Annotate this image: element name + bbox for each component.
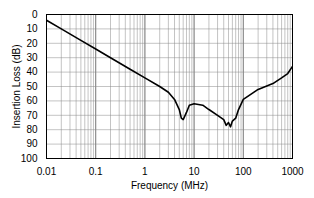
- svg-text:0: 0: [32, 9, 38, 20]
- svg-text:0.1: 0.1: [89, 166, 103, 177]
- svg-text:30: 30: [26, 52, 38, 63]
- svg-text:90: 90: [26, 138, 38, 149]
- svg-text:80: 80: [26, 124, 38, 135]
- svg-text:60: 60: [26, 95, 38, 106]
- svg-text:1000: 1000: [281, 166, 304, 177]
- svg-text:Insertion Loss (dB): Insertion Loss (dB): [11, 45, 22, 129]
- svg-text:Frequency (MHz): Frequency (MHz): [131, 180, 208, 191]
- svg-text:0.01: 0.01: [37, 166, 57, 177]
- svg-text:100: 100: [235, 166, 252, 177]
- svg-text:70: 70: [26, 110, 38, 121]
- svg-text:10: 10: [26, 23, 38, 34]
- svg-text:10: 10: [189, 166, 201, 177]
- svg-text:100: 100: [21, 153, 38, 164]
- svg-text:40: 40: [26, 66, 38, 77]
- svg-text:50: 50: [26, 81, 38, 92]
- svg-text:1: 1: [142, 166, 148, 177]
- svg-text:20: 20: [26, 38, 38, 49]
